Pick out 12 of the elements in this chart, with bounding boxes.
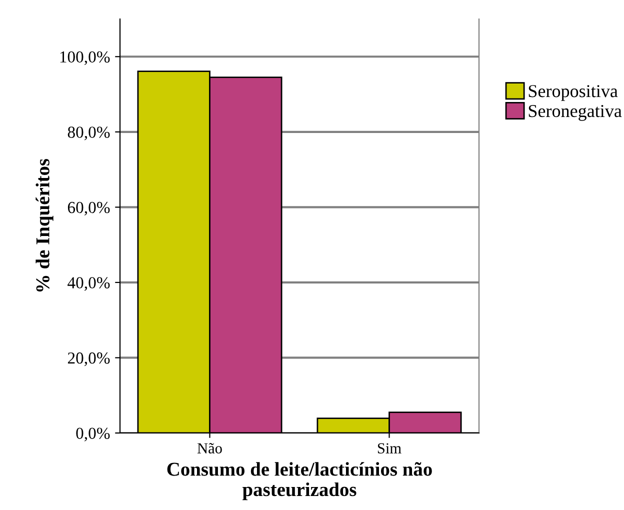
- y-tick-label: 40,0%: [68, 277, 110, 291]
- y-tick-label: 80,0%: [68, 126, 110, 140]
- y-tick-label: 100,0%: [60, 51, 110, 65]
- y-tick-label: 60,0%: [68, 202, 110, 216]
- x-tick-label: Não: [197, 443, 222, 454]
- x-tick-label: Sim: [378, 443, 402, 454]
- legend-label: Seronegativa: [528, 104, 622, 121]
- y-axis-title: % de Inquéritos: [36, 158, 54, 292]
- legend-label: Seropositiva: [528, 85, 618, 101]
- x-axis-title: Consumo de leite/lacticínios não pasteurizados: [167, 462, 432, 500]
- y-tick-label: 0,0%: [76, 428, 110, 442]
- y-tick-label: 20,0%: [68, 352, 110, 366]
